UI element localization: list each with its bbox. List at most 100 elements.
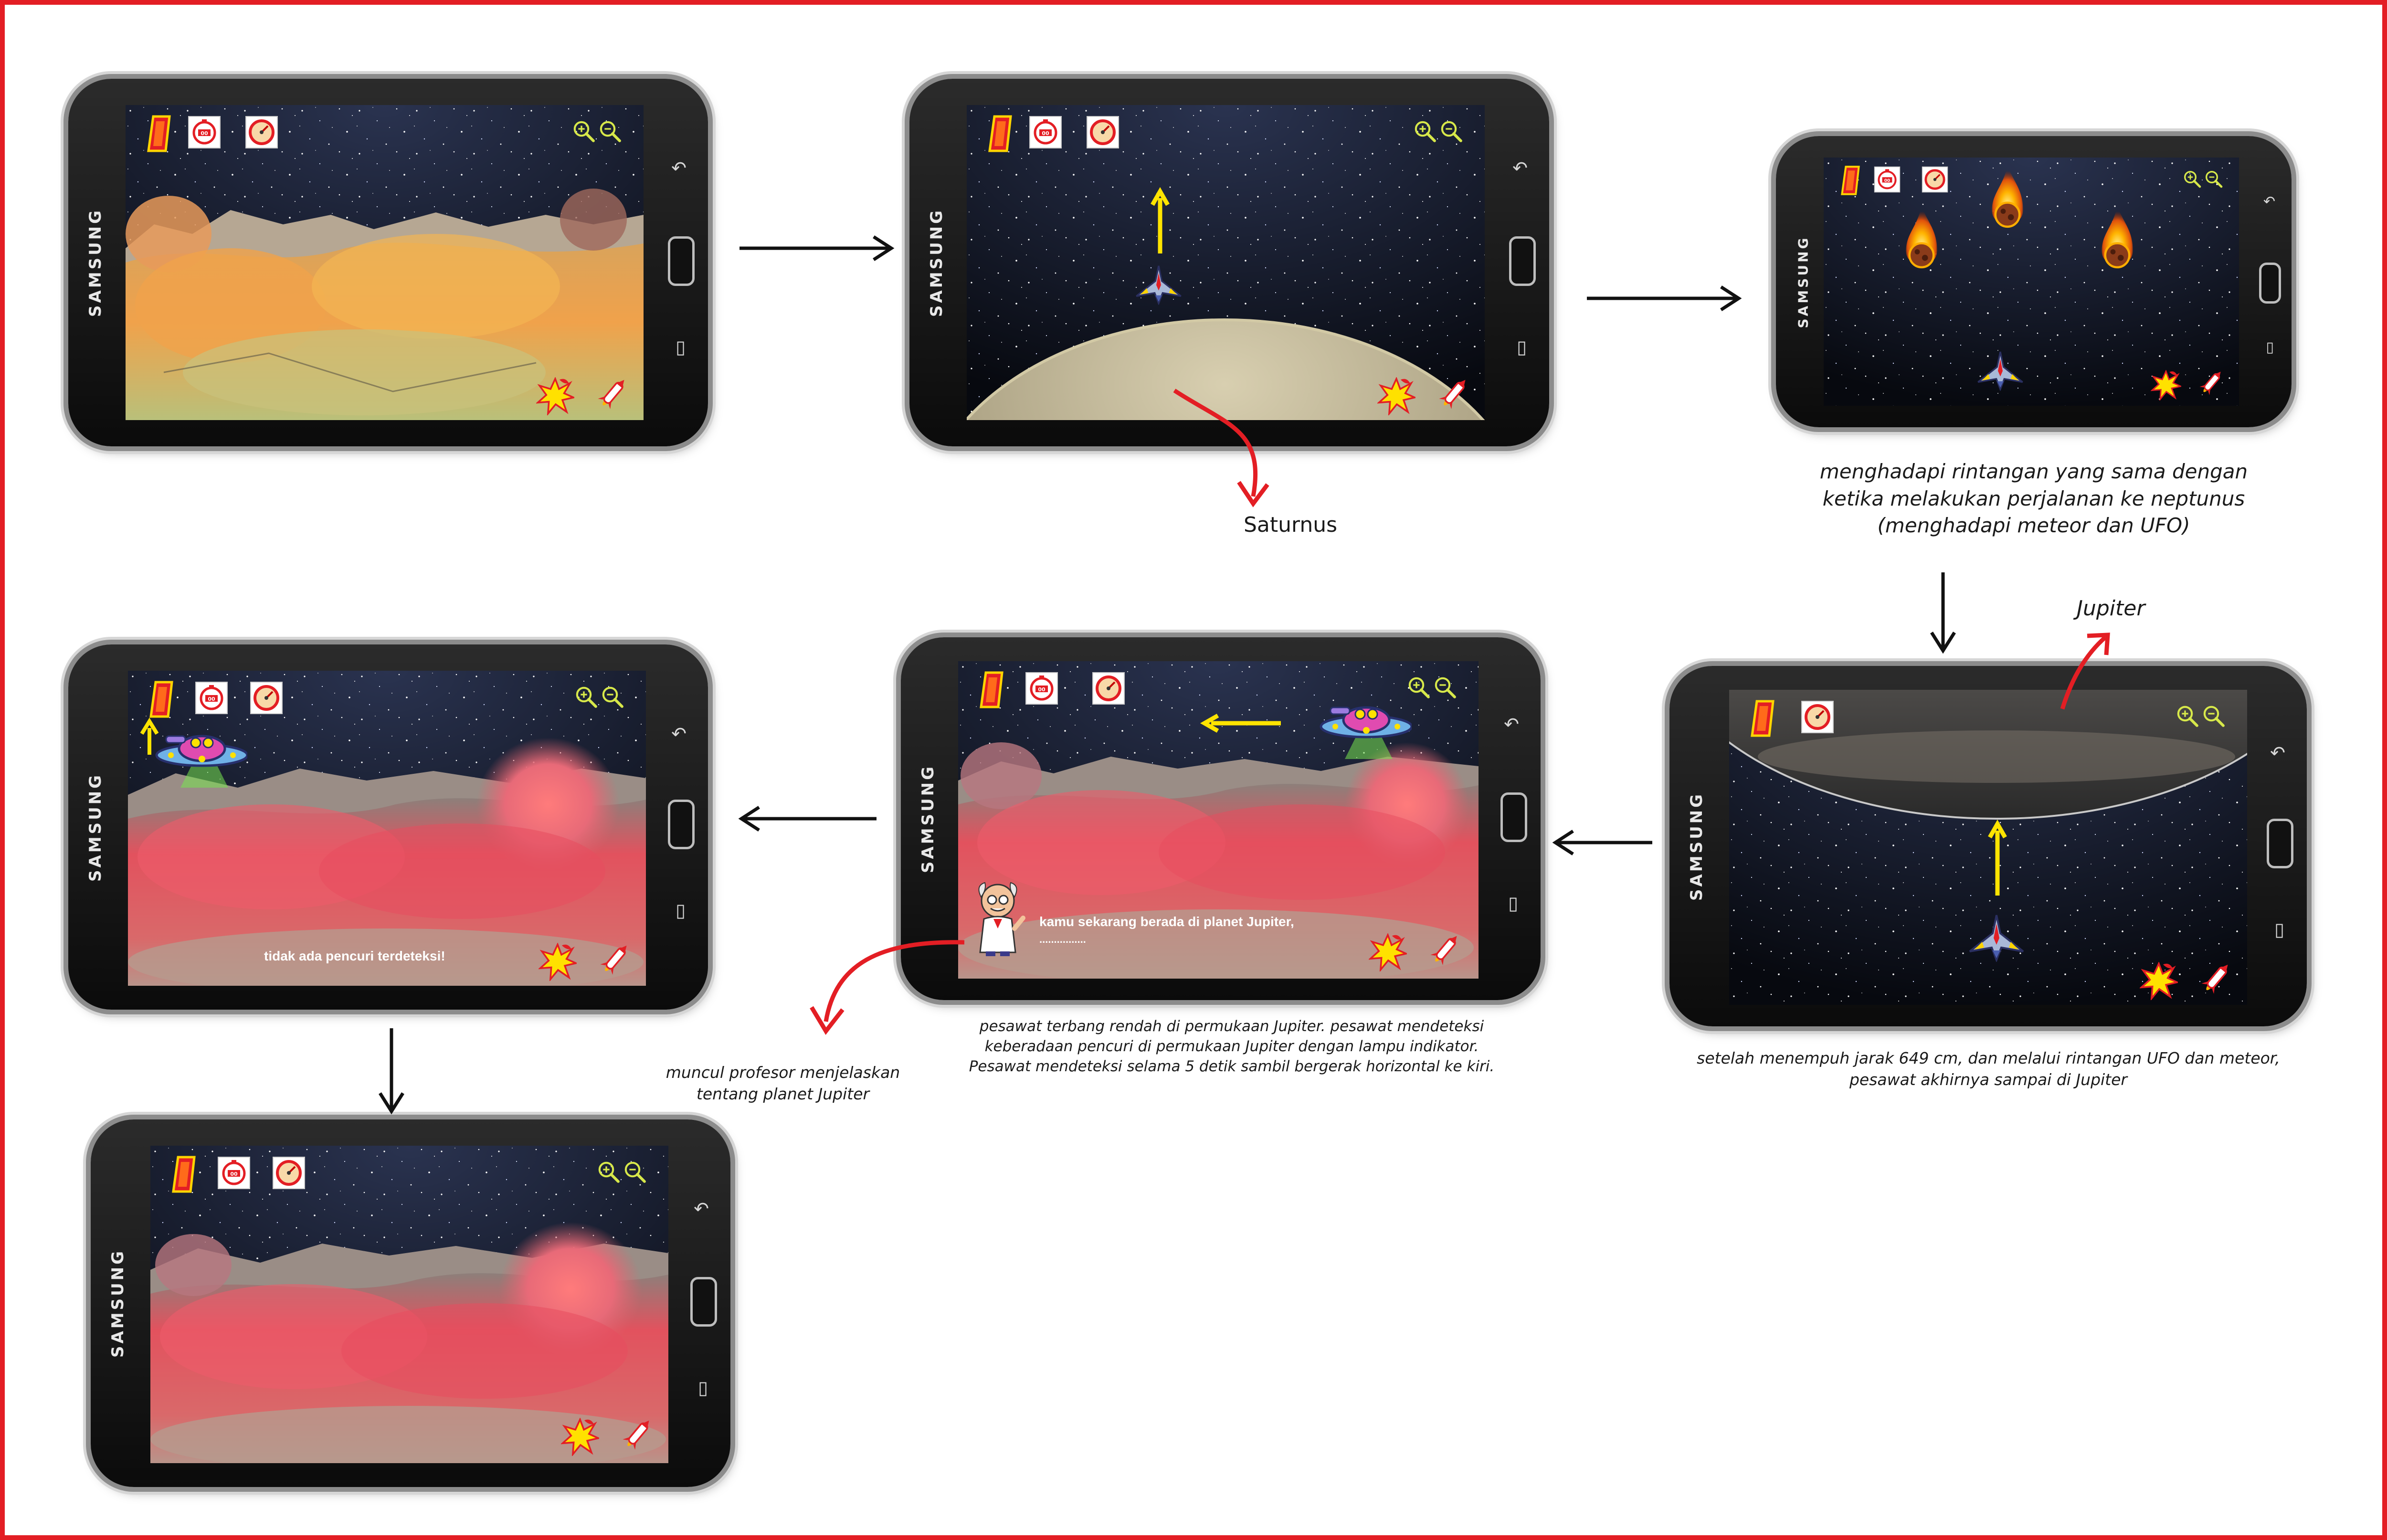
phone-screen-1: SAMSUNG ↶ ▯ — [68, 79, 708, 446]
menu-key-icon[interactable]: ▯ — [1517, 337, 1527, 358]
missile-button-icon[interactable] — [1435, 375, 1473, 413]
player-spaceship — [1135, 265, 1183, 305]
zoom-in-icon[interactable] — [572, 119, 596, 143]
speedometer-icon — [250, 681, 283, 715]
bomb-counter-icon — [1025, 672, 1058, 705]
back-key-icon[interactable]: ↶ — [694, 1198, 709, 1219]
game-screen-meteors — [1824, 158, 2239, 406]
fuel-gauge-icon[interactable] — [145, 115, 173, 153]
bomb-counter-icon — [1029, 116, 1062, 149]
samsung-logo: SAMSUNG — [1795, 235, 1811, 328]
explosion-button-icon[interactable] — [561, 1418, 599, 1456]
zoom-out-icon[interactable] — [623, 1160, 647, 1184]
game-direction-arrow-up — [140, 717, 159, 755]
flow-arrow-3-to-4 — [1930, 572, 1956, 654]
phone-screen-7: SAMSUNG ↶ ▯ — [91, 1119, 730, 1487]
bomb-counter-icon — [217, 1156, 251, 1190]
zoom-in-icon[interactable] — [1413, 119, 1437, 143]
phone-screen-6: SAMSUNG tidak ada pencuri terdeteksi! ↶ … — [68, 644, 708, 1010]
label-saturnus: Saturnus — [1244, 513, 1338, 537]
game-screen-jupiter-orbit — [1729, 690, 2247, 1005]
callout-arrow-jupiter — [2060, 633, 2110, 710]
zoom-in-icon[interactable] — [597, 1160, 621, 1184]
samsung-logo: SAMSUNG — [919, 764, 938, 874]
space-background — [967, 105, 1485, 420]
ufo-spaceship — [152, 718, 247, 795]
missile-button-icon[interactable] — [2197, 960, 2235, 998]
fuel-gauge-icon[interactable] — [977, 671, 1006, 709]
zoom-out-icon[interactable] — [2202, 704, 2226, 728]
zoom-out-icon[interactable] — [601, 685, 624, 709]
zoom-in-icon[interactable] — [574, 685, 598, 709]
game-screen-orange-surface — [126, 105, 644, 420]
fuel-gauge-icon[interactable] — [147, 680, 176, 718]
callout-arrow-saturnus — [1173, 389, 1269, 507]
missile-button-icon[interactable] — [593, 375, 632, 413]
menu-key-icon[interactable]: ▯ — [2274, 919, 2284, 940]
flow-arrow-1-to-2 — [739, 235, 895, 261]
phone-screen-4: SAMSUNG ↶ ▯ — [1669, 666, 2307, 1026]
space-background — [126, 105, 644, 420]
explosion-button-icon[interactable] — [1377, 377, 1415, 415]
flow-arrow-4-to-5 — [1552, 830, 1652, 855]
explosion-button-icon[interactable] — [536, 377, 574, 415]
back-key-icon[interactable]: ↶ — [1512, 158, 1528, 179]
explosion-button-icon[interactable] — [2140, 962, 2178, 1000]
space-background — [1824, 158, 2239, 406]
home-button[interactable] — [1500, 792, 1527, 842]
flow-arrow-6-to-7 — [379, 1028, 404, 1115]
back-key-icon[interactable]: ↶ — [2263, 193, 2275, 210]
game-screen-jupiter-surface-empty — [150, 1146, 668, 1463]
missile-button-icon[interactable] — [596, 940, 634, 979]
phone-screen-3: SAMSUNG ↶ ▯ — [1776, 136, 2292, 427]
menu-key-icon[interactable]: ▯ — [676, 900, 686, 921]
missile-button-icon[interactable] — [2196, 368, 2227, 398]
menu-key-icon[interactable]: ▯ — [698, 1377, 708, 1398]
caption-detect: pesawat terbang rendah di permukaan Jupi… — [969, 1018, 1495, 1075]
back-key-icon[interactable]: ↶ — [1504, 714, 1519, 735]
game-screen-jupiter-surface-detect: tidak ada pencuri terdeteksi! — [128, 671, 646, 986]
fuel-gauge-icon[interactable] — [169, 1155, 198, 1193]
home-button[interactable] — [668, 236, 695, 286]
home-button[interactable] — [2259, 263, 2281, 304]
zoom-in-icon[interactable] — [2176, 704, 2199, 728]
explosion-button-icon[interactable] — [2151, 370, 2181, 401]
game-screen-saturn-orbit — [967, 105, 1485, 420]
back-key-icon[interactable]: ↶ — [671, 723, 687, 744]
speedometer-icon — [1086, 116, 1120, 149]
zoom-in-icon[interactable] — [1407, 675, 1431, 699]
menu-key-icon[interactable]: ▯ — [676, 337, 686, 358]
back-key-icon[interactable]: ↶ — [2270, 742, 2285, 763]
explosion-button-icon[interactable] — [1369, 933, 1407, 971]
fuel-gauge-icon[interactable] — [1839, 165, 1862, 196]
home-button[interactable] — [668, 800, 695, 849]
game-screen-jupiter-surface-professor: kamu sekarang berada di planet Jupiter, … — [958, 661, 1479, 979]
fuel-gauge-icon[interactable] — [986, 115, 1014, 153]
explosion-button-icon[interactable] — [539, 943, 577, 981]
samsung-logo: SAMSUNG — [86, 208, 105, 317]
bomb-counter-icon — [188, 116, 221, 149]
zoom-out-icon[interactable] — [598, 119, 622, 143]
space-background — [128, 671, 646, 986]
menu-key-icon[interactable]: ▯ — [2266, 339, 2274, 356]
zoom-in-icon[interactable] — [2183, 169, 2202, 189]
back-key-icon[interactable]: ↶ — [671, 158, 687, 179]
zoom-out-icon[interactable] — [1439, 119, 1463, 143]
professor-dialog-line-2: ................ — [1039, 933, 1086, 945]
fuel-gauge-icon[interactable] — [1748, 699, 1777, 738]
missile-button-icon[interactable] — [618, 1415, 656, 1454]
home-button[interactable] — [690, 1277, 717, 1327]
home-button[interactable] — [2267, 819, 2293, 868]
home-button[interactable] — [1509, 236, 1536, 286]
zoom-out-icon[interactable] — [1433, 675, 1457, 699]
zoom-out-icon[interactable] — [2204, 169, 2223, 189]
samsung-logo: SAMSUNG — [108, 1248, 127, 1358]
game-direction-arrow-up — [1988, 819, 2007, 896]
menu-key-icon[interactable]: ▯ — [1508, 893, 1518, 914]
space-background — [1729, 690, 2247, 1005]
samsung-logo: SAMSUNG — [1687, 791, 1706, 901]
flow-arrow-5-to-6 — [738, 806, 877, 832]
missile-button-icon[interactable] — [1426, 931, 1464, 969]
speedometer-icon — [1092, 672, 1125, 705]
